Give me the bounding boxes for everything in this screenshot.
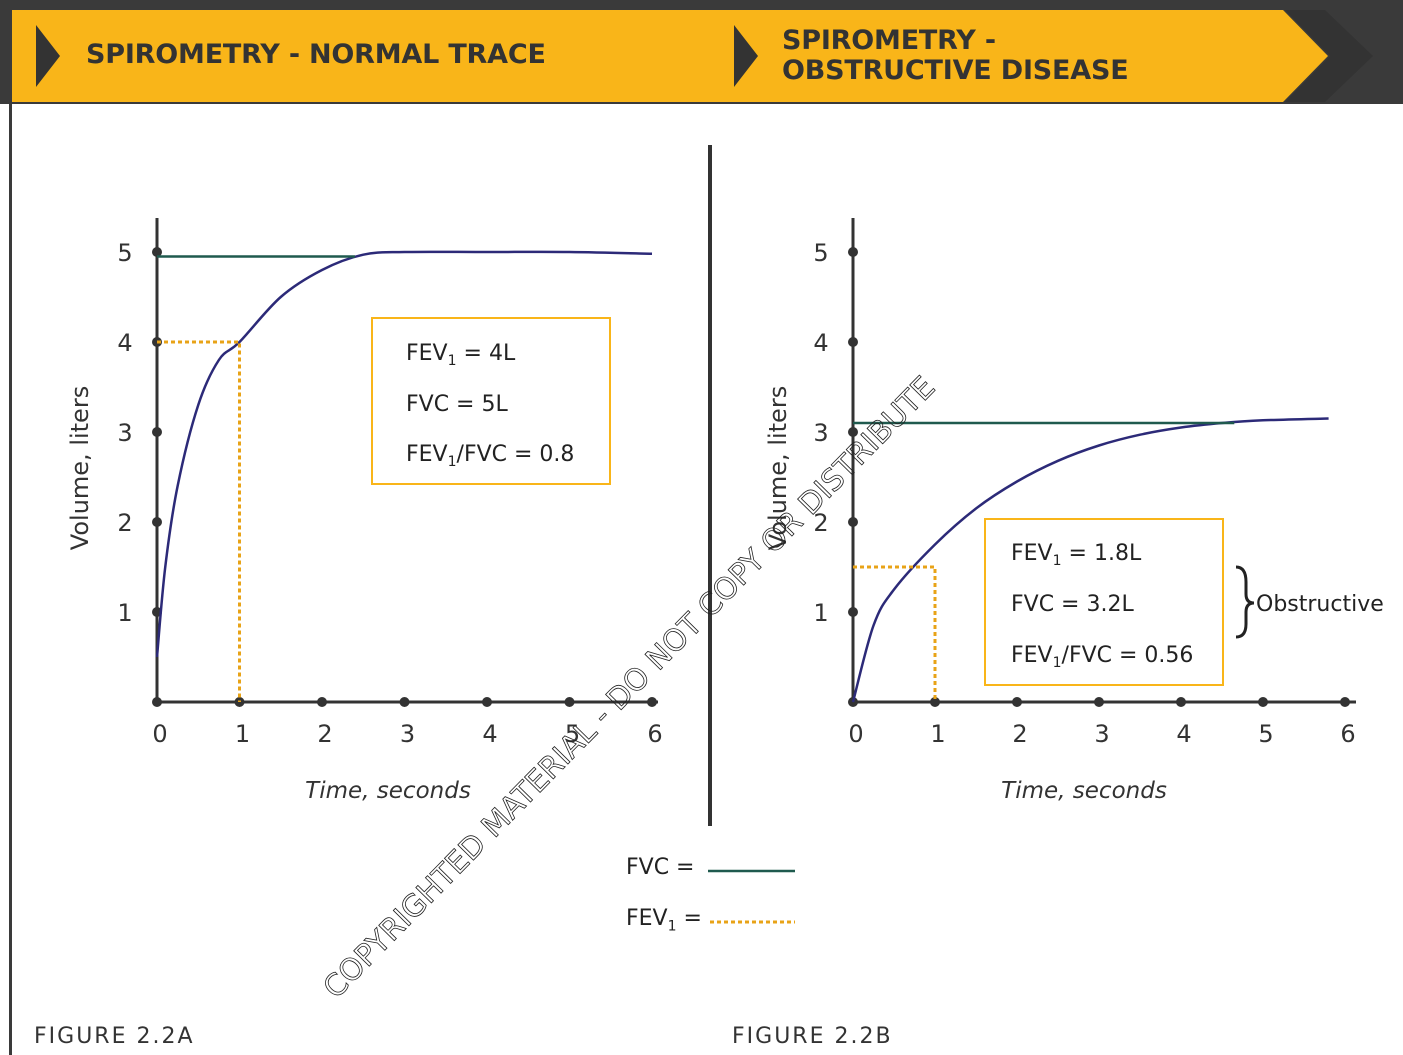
y-tick-label: 2 [813,509,828,537]
y-tick-label: 4 [813,329,828,357]
results-line: FEV1 = 4L [406,341,516,369]
legend-fev-suffix: = [676,906,702,931]
y-tick-dot [152,517,162,527]
obstructive-annotation: Obstructive [1256,592,1384,617]
results-box [984,518,1224,686]
y-tick-label: 1 [813,599,828,627]
header-arrow-b-icon [734,25,758,87]
x-tick-dot [930,697,940,707]
x-tick-dot [1176,697,1186,707]
y-tick-label: 3 [117,419,132,447]
results-line: FEV1/FVC = 0.8 [406,442,574,470]
y-tick-dot [848,607,858,617]
x-axis-label: Time, seconds [305,778,471,804]
x-tick-dot [1340,697,1350,707]
x-tick-dot [399,697,410,707]
x-tick-label: 1 [930,720,945,748]
obstructive-brace-icon [1235,565,1255,639]
figure-caption-a: FIGURE 2.2A [34,1024,195,1049]
header-banner [0,0,1403,104]
x-tick-dot [482,697,492,707]
x-tick-dot [1094,697,1104,707]
header-chevron-right-icon [1285,10,1373,102]
y-tick-dot [848,517,858,527]
x-tick-dot [647,697,657,707]
page-left-border [9,100,12,1055]
results-line: FVC = 3.2L [1011,592,1134,617]
header-band-left-edge [0,0,12,104]
y-tick-dot [848,427,858,437]
x-tick-dot [1258,697,1268,707]
legend-fev-sub: 1 [667,918,677,935]
x-tick-label: 0 [152,720,167,748]
x-tick-label: 6 [647,720,662,748]
x-tick-label: 2 [1012,720,1027,748]
y-axis-label: Volume, liters [764,386,792,550]
y-tick-dot [152,247,162,257]
header-title-obstructive: SPIROMETRY - OBSTRUCTIVE DISEASE [782,26,1282,86]
header-title-obstructive-line1: SPIROMETRY - [782,25,996,56]
results-line: FEV1 = 1.8L [1011,541,1142,569]
chart-normal-trace: 0 1 2 3 4 5 6 1 2 3 4 5 Volume, liters Time, seconds F… [66,218,663,804]
x-tick-label: 2 [317,720,332,748]
y-tick-dot [152,427,162,437]
chart-obstructive: 0 1 2 3 4 5 6 1 2 3 4 5 Volume, liters Time, seconds F… [764,218,1384,804]
x-tick-label: 1 [235,720,250,748]
y-tick-dot [848,337,858,347]
results-line: FVC = 5L [406,392,508,417]
x-tick-label: 3 [400,720,415,748]
x-tick-label: 5 [1258,720,1273,748]
x-tick-label: 0 [848,720,863,748]
header-arrow-a-icon [36,25,60,87]
y-tick-dot [848,247,858,257]
legend-fev-prefix: FEV [626,906,668,931]
x-tick-label: 6 [1340,720,1355,748]
y-tick-label: 1 [117,599,132,627]
x-tick-dot [317,697,327,707]
results-line: FEV1/FVC = 0.56 [1011,643,1193,671]
x-tick-dot [152,697,162,707]
x-tick-dot [564,697,575,707]
fev1-marker [157,340,241,702]
fev1-marker [853,565,937,702]
x-tick-label: 4 [1176,720,1191,748]
header-title-normal: SPIROMETRY - NORMAL TRACE [86,39,546,70]
y-tick-label: 5 [117,239,132,267]
x-tick-label: 3 [1094,720,1109,748]
y-axis-label: Volume, liters [66,386,94,550]
legend-fvc-label: FVC = [626,855,695,880]
x-axis-label: Time, seconds [1001,778,1167,804]
y-tick-label: 4 [117,329,132,357]
y-tick-label: 3 [813,419,828,447]
figure-caption-b: FIGURE 2.2B [732,1024,893,1049]
header-title-obstructive-line2: OBSTRUCTIVE DISEASE [782,55,1129,86]
x-tick-label: 5 [565,720,580,748]
results-box [371,317,611,485]
x-tick-dot [1012,697,1022,707]
y-tick-label: 5 [813,239,828,267]
volume-curve [155,250,653,658]
header-band-yellow [12,10,1328,102]
legend-fev-label: FEV1 = [626,906,702,934]
x-tick-label: 4 [482,720,497,748]
y-tick-label: 2 [117,509,132,537]
